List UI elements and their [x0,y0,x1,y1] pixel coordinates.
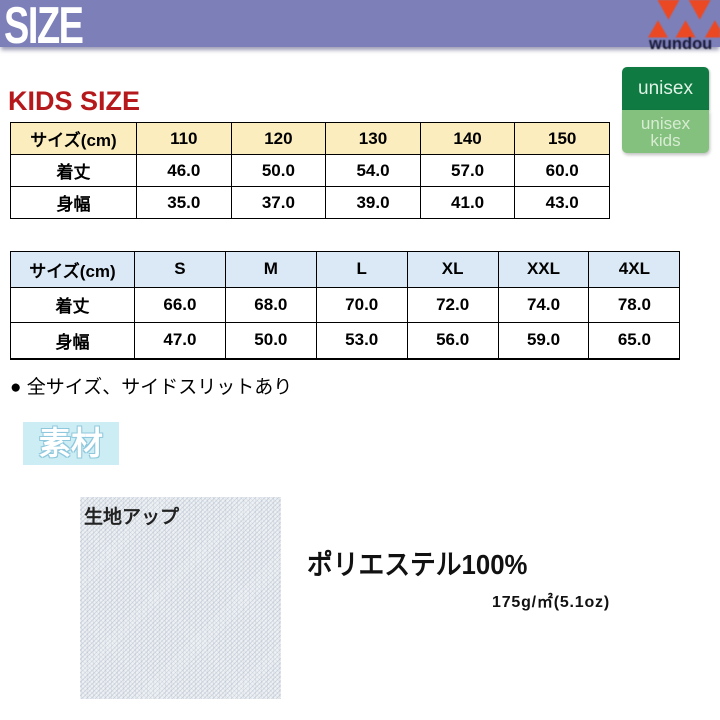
svg-text:wundou: wundou [648,35,712,49]
